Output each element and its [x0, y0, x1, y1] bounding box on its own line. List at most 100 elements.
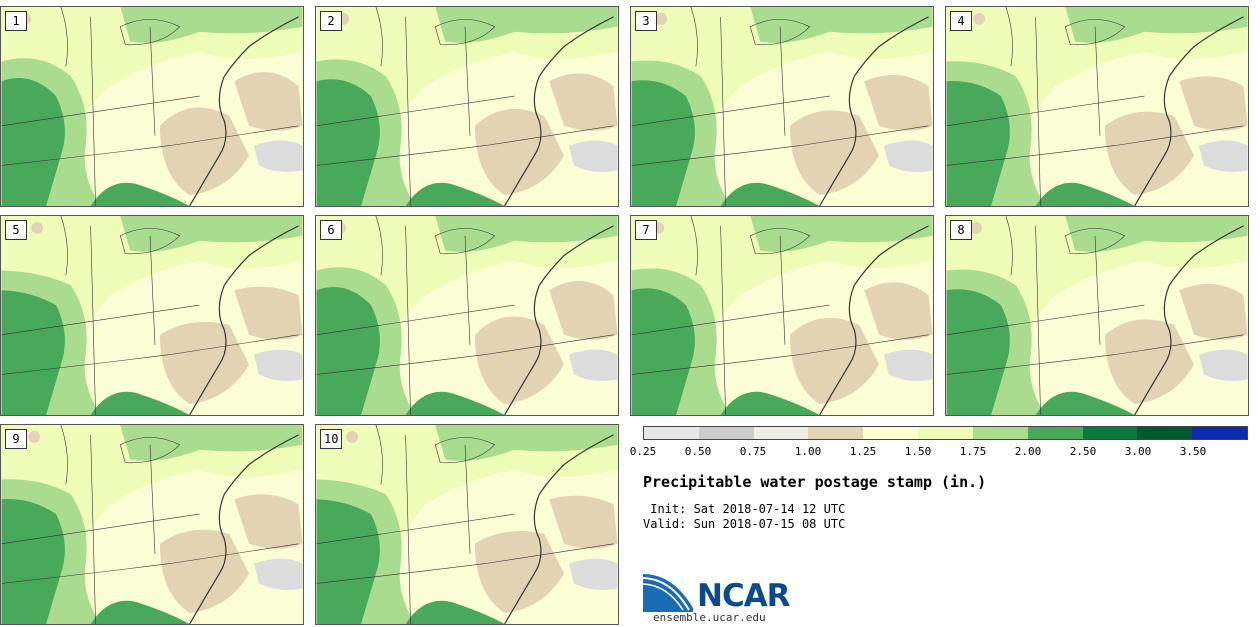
colorbar-tick-label: 1.50	[904, 445, 932, 458]
state-border	[316, 304, 515, 336]
south-green-region	[90, 391, 190, 415]
gray-region	[568, 349, 618, 382]
north-green-region	[1065, 216, 1248, 252]
light-green-region	[1, 425, 303, 624]
gray-region	[883, 349, 933, 382]
member-panel-5: 5	[0, 215, 304, 416]
ncar-logo-icon	[643, 574, 693, 612]
lake-outline	[119, 19, 181, 46]
light-green-region	[1, 216, 303, 415]
member-panel-1: 1	[0, 6, 304, 207]
map-1	[1, 7, 303, 206]
colorbar-tick-label: 1.25	[849, 445, 877, 458]
state-border	[316, 95, 515, 127]
south-green-region	[90, 182, 190, 206]
colorbar-tick-label: 1.00	[794, 445, 822, 458]
north-green-region	[435, 7, 618, 43]
south-green-region	[1035, 182, 1135, 206]
colorbar-swatch	[644, 427, 699, 439]
lake-outline	[60, 7, 68, 67]
dry-spot	[973, 12, 986, 25]
colorbar	[643, 426, 1248, 440]
coastline	[504, 225, 614, 415]
valid-time: Valid: Sun 2018-07-15 08 UTC	[643, 517, 846, 531]
legend-title: Precipitable water postage stamp (in.)	[643, 473, 987, 491]
south-green-region	[90, 600, 190, 624]
state-border	[405, 434, 411, 624]
map-2	[316, 7, 618, 206]
state-border	[1035, 16, 1041, 206]
state-border	[149, 235, 156, 345]
lake-outline	[434, 437, 496, 464]
dry-spot	[970, 221, 983, 234]
colorbar-swatch	[972, 427, 1028, 439]
member-panel-10: 10	[315, 424, 619, 625]
state-border	[405, 16, 411, 206]
member-label-5: 5	[5, 220, 27, 240]
member-label-10: 10	[320, 429, 343, 449]
member-panel-4: 4	[945, 6, 1249, 207]
state-border	[405, 225, 411, 415]
light-green-region	[946, 7, 1248, 206]
dry-region	[789, 110, 880, 196]
green-region	[316, 287, 380, 415]
member-panel-6: 6	[315, 215, 619, 416]
state-border	[1094, 235, 1101, 345]
state-border	[1, 304, 200, 336]
member-label-1: 1	[5, 11, 27, 31]
offshore-dry-region	[234, 286, 303, 340]
state-border	[1035, 225, 1041, 415]
light-green-region	[1, 7, 303, 206]
offshore-dry-region	[549, 280, 618, 340]
colorbar-tick-label: 1.75	[959, 445, 987, 458]
green-region	[1, 290, 65, 415]
member-panel-3: 3	[630, 6, 934, 207]
state-border	[149, 444, 156, 554]
lake-outline	[1005, 216, 1013, 276]
gray-region	[568, 140, 618, 173]
dry-spot	[346, 430, 359, 443]
dry-region	[789, 317, 880, 405]
lake-outline	[119, 437, 181, 464]
lake-outline	[60, 216, 68, 276]
map-5	[1, 216, 303, 415]
lake-outline	[1005, 7, 1013, 67]
ncar-logo-text: NCAR	[697, 578, 791, 614]
member-label-9: 9	[5, 429, 27, 449]
lake-outline	[690, 216, 698, 276]
state-border	[720, 225, 726, 415]
site-url: ensemble.ucar.edu	[653, 611, 766, 624]
south-green-region	[720, 182, 820, 206]
green-region	[631, 288, 695, 415]
member-label-2: 2	[320, 11, 342, 31]
lake-outline	[1064, 19, 1126, 46]
member-panel-8: 8	[945, 215, 1249, 416]
coastline	[189, 434, 299, 624]
south-green-region	[405, 182, 505, 206]
coastline	[1134, 225, 1244, 415]
colorbar-tick-label: 0.25	[629, 445, 657, 458]
lake-outline	[375, 7, 383, 67]
member-panel-9: 9	[0, 424, 304, 625]
dry-spot	[655, 12, 668, 25]
light-green-region	[946, 216, 1248, 415]
colorbar-swatch	[1082, 427, 1138, 439]
member-panel-7: 7	[630, 215, 934, 416]
map-4	[946, 7, 1248, 206]
offshore-dry-region	[234, 71, 303, 131]
dry-region	[474, 316, 565, 405]
lake-outline	[60, 425, 68, 485]
offshore-dry-region	[234, 494, 303, 549]
dry-spot	[31, 221, 44, 234]
map-3	[631, 7, 933, 206]
dry-region	[474, 531, 565, 614]
north-green-region	[1065, 7, 1248, 43]
colorbar-tick-label: 3.50	[1179, 445, 1207, 458]
lake-outline	[1064, 228, 1126, 255]
offshore-dry-region	[864, 74, 933, 131]
green-region	[1, 78, 65, 206]
light-green-region	[316, 425, 618, 624]
state-border	[631, 95, 830, 127]
coastline	[504, 434, 614, 624]
colorbar-swatch	[863, 427, 919, 439]
